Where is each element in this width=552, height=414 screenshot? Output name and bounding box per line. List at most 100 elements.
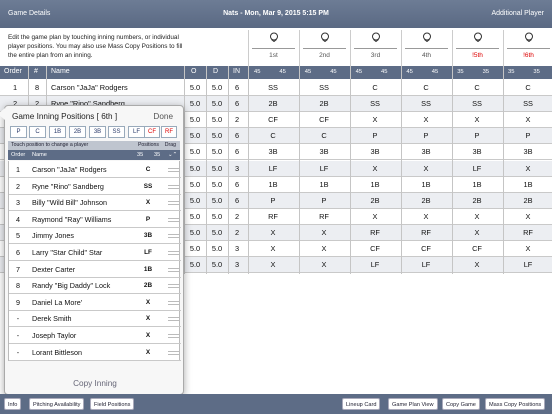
- popover-player-row[interactable]: - Derek Smith X: [9, 310, 181, 328]
- popover-player-row[interactable]: - Joseph Taylor X: [9, 327, 181, 344]
- popover-player-row[interactable]: 1 Carson "JaJa" Rodgers C: [9, 161, 181, 178]
- copy-inning-button[interactable]: Copy Inning: [73, 379, 117, 388]
- position-cell[interactable]: 3B: [268, 147, 278, 157]
- drag-handle-icon[interactable]: [168, 234, 179, 239]
- popover-player-row[interactable]: 4 Raymond "Ray" Williams P: [9, 211, 181, 228]
- drag-handle-icon[interactable]: [168, 217, 179, 222]
- lineup-row[interactable]: 5.0 5.0 3 X X CF CF CF X: [0, 241, 552, 257]
- position-cell[interactable]: 2B: [370, 195, 380, 205]
- position-cell[interactable]: SS: [421, 99, 431, 109]
- additional-player-button[interactable]: Additional Player: [491, 10, 544, 17]
- field-positions-button[interactable]: Field Positions: [90, 398, 135, 410]
- position-cell[interactable]: 3B: [472, 147, 482, 157]
- position-cell[interactable]: SS: [319, 83, 329, 92]
- popover-player-row[interactable]: - Lorant Bittleson X: [9, 344, 181, 361]
- player-position[interactable]: C: [145, 166, 151, 173]
- position-cell[interactable]: 3B: [319, 147, 329, 157]
- position-cell[interactable]: RF: [421, 227, 431, 237]
- inning-header-1[interactable]: 1st: [248, 30, 298, 66]
- position-cell[interactable]: X: [321, 260, 327, 270]
- position-cell[interactable]: P: [270, 195, 276, 205]
- position-cell[interactable]: 2B: [523, 195, 533, 205]
- position-cell[interactable]: X: [474, 227, 480, 237]
- lineup-card-button[interactable]: Lineup Card: [342, 398, 381, 410]
- position-cell[interactable]: 1B: [319, 179, 329, 189]
- position-cell[interactable]: X: [525, 211, 531, 221]
- position-cell[interactable]: C: [525, 83, 531, 92]
- position-cell[interactable]: C: [270, 131, 276, 141]
- position-cell[interactable]: LF: [421, 260, 431, 270]
- position-cell[interactable]: LF: [370, 260, 380, 270]
- position-cell[interactable]: X: [321, 244, 327, 253]
- position-cell[interactable]: 2B: [472, 195, 482, 205]
- drag-handle-icon[interactable]: [168, 168, 179, 172]
- lineup-row[interactable]: 5.0 5.0 6 1B 1B 1B 1B 1B 1B: [0, 177, 552, 193]
- position-cell[interactable]: LF: [523, 260, 533, 270]
- position-cell[interactable]: RF: [370, 227, 380, 237]
- position-cell[interactable]: 1B: [523, 179, 533, 189]
- position-cell[interactable]: P: [474, 131, 480, 141]
- copy-game-button[interactable]: Copy Game: [442, 398, 480, 410]
- player-position[interactable]: X: [145, 315, 151, 323]
- done-button[interactable]: Done: [153, 112, 173, 121]
- position-cell[interactable]: X: [423, 163, 429, 173]
- lineup-row[interactable]: 1 8 Carson "JaJa" Rodgers 5.0 5.0 6 SS SS C…: [0, 80, 552, 96]
- popover-player-row[interactable]: 9 Daniel La More' X: [9, 294, 181, 311]
- player-position[interactable]: X: [145, 332, 151, 339]
- player-position[interactable]: P: [145, 215, 151, 223]
- position-cell[interactable]: 2B: [421, 195, 431, 205]
- lineup-row[interactable]: 5.0 5.0 2 RF RF X X X X: [0, 209, 552, 225]
- position-cell[interactable]: P: [372, 131, 378, 141]
- position-cell[interactable]: 3B: [523, 147, 533, 157]
- inning-header-2[interactable]: 2nd: [299, 30, 349, 66]
- position-cell[interactable]: CF: [268, 115, 278, 125]
- popover-player-row[interactable]: 7 Dexter Carter 1B: [9, 261, 181, 278]
- position-button-cf[interactable]: CF: [144, 126, 160, 138]
- player-position[interactable]: SS: [143, 182, 153, 190]
- position-cell[interactable]: CF: [319, 115, 329, 125]
- position-cell[interactable]: P: [525, 131, 531, 141]
- position-cell[interactable]: P: [423, 131, 429, 141]
- position-cell[interactable]: X: [423, 211, 429, 221]
- position-cell[interactable]: P: [321, 195, 327, 205]
- position-cell[interactable]: 3B: [421, 147, 431, 157]
- drag-handle-icon[interactable]: [168, 184, 179, 189]
- position-cell[interactable]: LF: [268, 163, 278, 173]
- position-cell[interactable]: X: [474, 260, 480, 270]
- position-cell[interactable]: 1B: [421, 179, 431, 189]
- drag-handle-icon[interactable]: [168, 251, 179, 255]
- position-cell[interactable]: C: [474, 83, 480, 92]
- position-cell[interactable]: SS: [370, 99, 380, 109]
- position-cell[interactable]: 2B: [268, 99, 278, 109]
- player-position[interactable]: X: [145, 199, 151, 207]
- position-cell[interactable]: SS: [472, 99, 482, 109]
- position-cell[interactable]: X: [525, 163, 531, 173]
- position-cell[interactable]: 1B: [268, 179, 278, 189]
- position-cell[interactable]: RF: [523, 227, 533, 237]
- player-position[interactable]: X: [145, 298, 151, 306]
- position-cell[interactable]: X: [525, 115, 531, 125]
- position-cell[interactable]: X: [372, 115, 378, 125]
- inning-header-6[interactable]: !6th: [503, 30, 552, 66]
- pitching-availability-button[interactable]: Pitching Availability: [29, 398, 85, 410]
- position-cell[interactable]: X: [270, 244, 276, 253]
- position-cell[interactable]: X: [423, 115, 429, 125]
- position-cell[interactable]: 1B: [370, 179, 380, 189]
- popover-player-row[interactable]: 6 Larry "Star Child" Star LF: [9, 244, 181, 261]
- drag-handle-icon[interactable]: [168, 300, 179, 305]
- position-cell[interactable]: 1B: [472, 179, 482, 189]
- popover-player-row[interactable]: 3 Billy "Wild Bill" Johnson X: [9, 194, 181, 212]
- position-cell[interactable]: X: [474, 211, 480, 221]
- position-cell[interactable]: 2B: [319, 99, 329, 109]
- drag-handle-icon[interactable]: [168, 334, 179, 338]
- position-cell[interactable]: RF: [268, 211, 278, 221]
- position-cell[interactable]: X: [474, 115, 480, 125]
- game-plan-view-button[interactable]: Game Plan View: [388, 398, 438, 410]
- game-details-button[interactable]: Game Details: [8, 10, 51, 17]
- player-position[interactable]: 3B: [143, 232, 153, 240]
- player-position[interactable]: X: [145, 348, 151, 356]
- position-cell[interactable]: X: [270, 260, 276, 270]
- position-button-1b[interactable]: 1B: [49, 126, 66, 138]
- inning-header-3[interactable]: 3rd: [350, 30, 400, 66]
- drag-handle-icon[interactable]: [168, 350, 179, 355]
